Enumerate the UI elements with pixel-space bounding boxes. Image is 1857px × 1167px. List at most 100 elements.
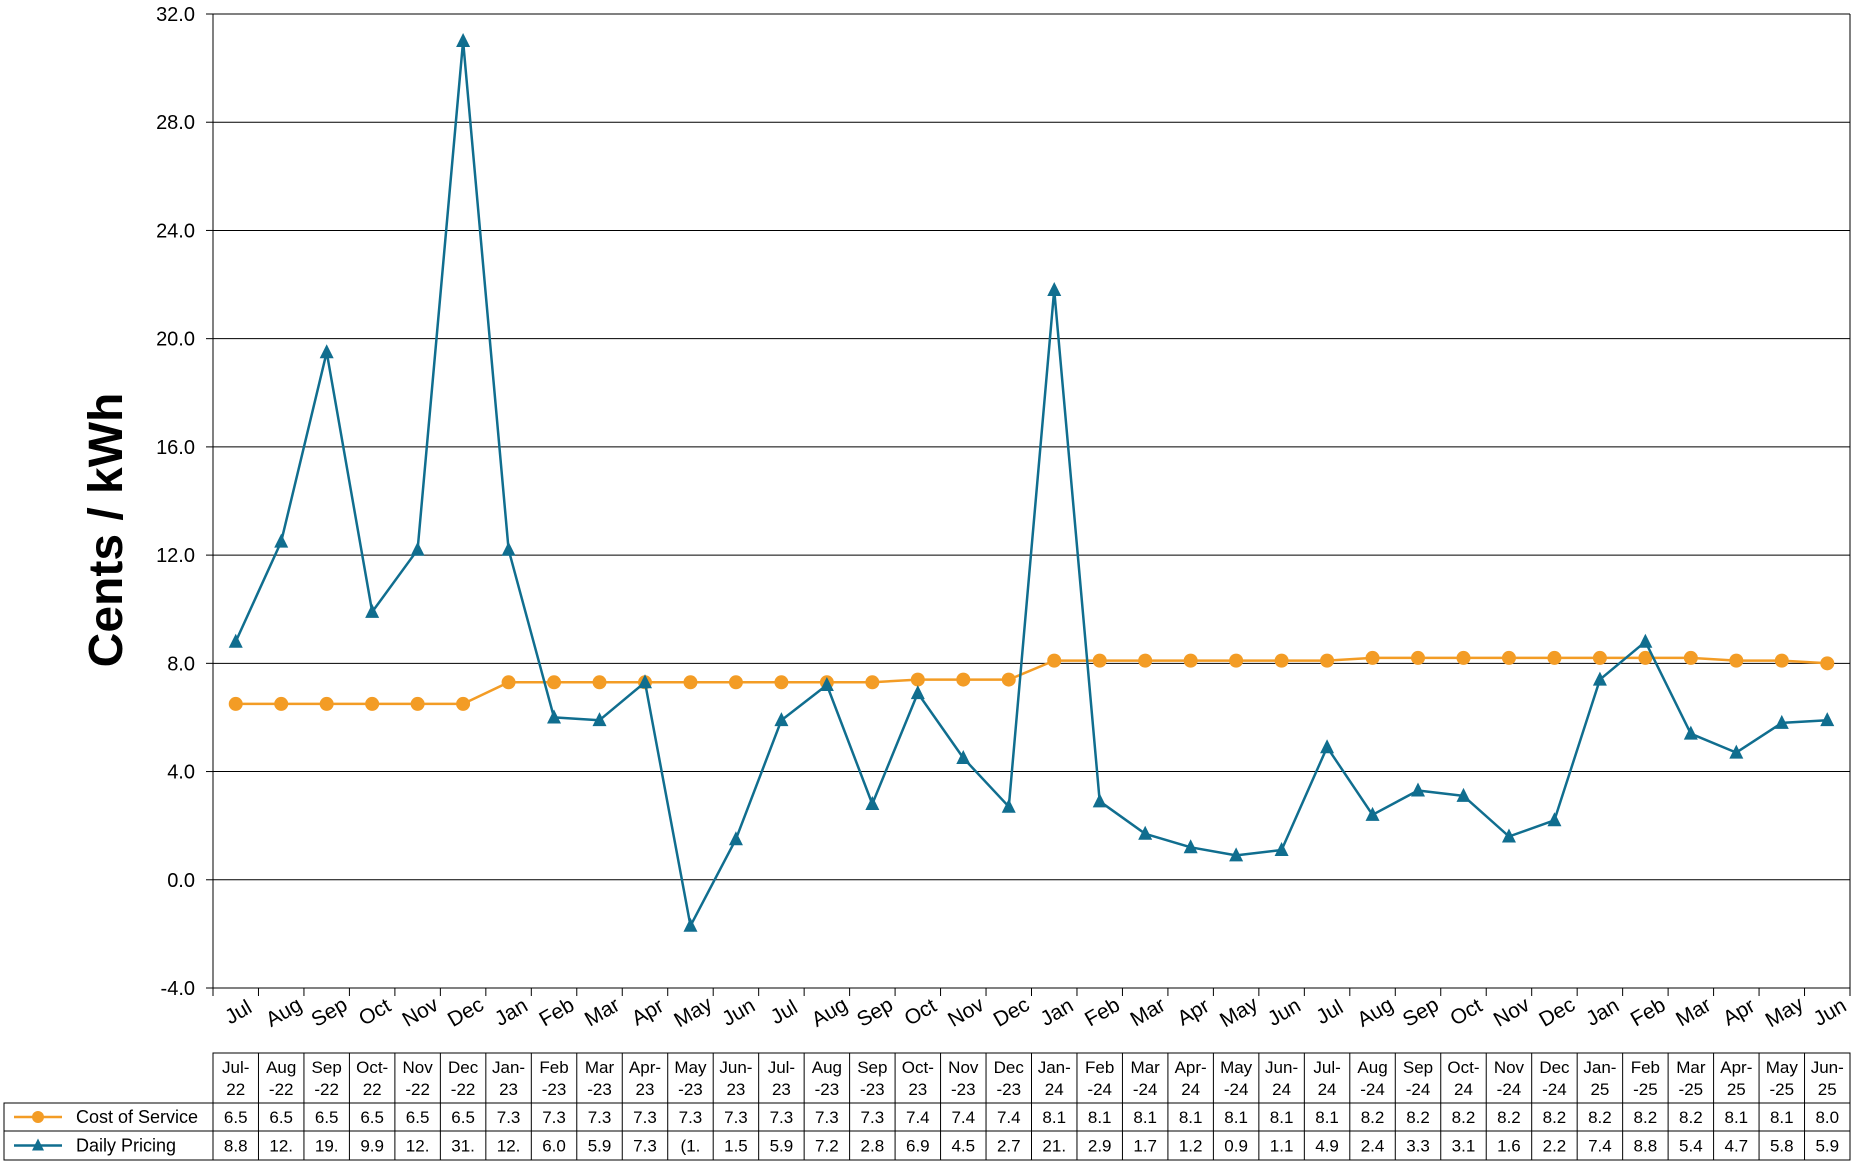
- table-header-line1: Aug: [266, 1058, 296, 1077]
- table-header-line2: -24: [1087, 1080, 1112, 1099]
- table-header-line1: Sep: [312, 1058, 342, 1077]
- table-header-line2: 22: [226, 1080, 245, 1099]
- table-cell: 12.: [406, 1137, 430, 1156]
- table-header-line1: Jun-: [1265, 1058, 1298, 1077]
- table-header-line2: 23: [908, 1080, 927, 1099]
- data-point: [1047, 653, 1062, 668]
- data-point: [1092, 653, 1107, 668]
- data-point: [1138, 653, 1153, 668]
- table-header-line1: Oct-: [1447, 1058, 1479, 1077]
- table-cell: 4.9: [1315, 1137, 1339, 1156]
- x-tick-label: Dec: [990, 993, 1034, 1032]
- data-point: [1547, 650, 1562, 665]
- table-header-line1: May: [1220, 1058, 1253, 1077]
- table-cell: 8.2: [1452, 1108, 1476, 1127]
- data-point: [865, 796, 880, 811]
- table-cell: 5.9: [770, 1137, 794, 1156]
- table-cell: 7.3: [497, 1108, 521, 1127]
- table-header-line1: Dec: [994, 1058, 1025, 1077]
- legend-label: Cost of Service: [76, 1107, 198, 1127]
- table-cell: 8.1: [1042, 1108, 1066, 1127]
- data-point: [1729, 744, 1744, 759]
- table-cell: 1.1: [1270, 1137, 1294, 1156]
- x-tick-label: Jun: [1264, 994, 1305, 1031]
- table-header-line2: -25: [1679, 1080, 1704, 1099]
- table-header-line2: 24: [1045, 1080, 1064, 1099]
- data-point: [637, 674, 652, 689]
- data-point: [1774, 714, 1789, 729]
- x-tick-label: Apr: [1719, 994, 1759, 1030]
- table-cell: 7.4: [951, 1108, 975, 1127]
- table-header-line2: -23: [678, 1080, 703, 1099]
- table-header-line2: 24: [1454, 1080, 1473, 1099]
- data-point: [910, 672, 925, 687]
- data-point: [774, 675, 789, 690]
- x-tick-label: Feb: [1627, 993, 1670, 1031]
- table-header-line2: 23: [636, 1080, 655, 1099]
- data-point: [1001, 672, 1016, 687]
- table-header-line2: 22: [363, 1080, 382, 1099]
- x-tick-label: Sep: [1399, 993, 1443, 1032]
- table-header-line1: Oct-: [902, 1058, 934, 1077]
- table-cell: 7.3: [679, 1108, 703, 1127]
- x-tick-label: Jul: [767, 996, 802, 1029]
- data-point: [547, 709, 562, 724]
- table-cell: 7.3: [724, 1108, 748, 1127]
- x-tick-label: Dec: [444, 993, 488, 1032]
- x-tick-label: Apr: [628, 994, 668, 1030]
- y-tick-label: 4.0: [167, 762, 195, 784]
- table-header-line1: Jun-: [1811, 1058, 1844, 1077]
- table-header-line1: Jan-: [1038, 1058, 1071, 1077]
- x-tick-label: Nov: [944, 993, 988, 1032]
- table-cell: 3.1: [1452, 1137, 1476, 1156]
- data-point: [1456, 787, 1471, 802]
- data-point: [1001, 798, 1016, 813]
- table-cell: 1.5: [724, 1137, 748, 1156]
- data-point: [1365, 806, 1380, 821]
- table-header-line2: -24: [1406, 1080, 1431, 1099]
- table-header-line2: 25: [1818, 1080, 1837, 1099]
- table-header-line2: 25: [1590, 1080, 1609, 1099]
- table-cell: 31.: [451, 1137, 475, 1156]
- table-header-line2: -23: [951, 1080, 976, 1099]
- table-header-line1: Jun-: [719, 1058, 752, 1077]
- table-cell: 6.5: [269, 1108, 293, 1127]
- table-cell: 2.8: [861, 1137, 885, 1156]
- table-cell: 8.2: [1406, 1108, 1430, 1127]
- table-header-line1: Dec: [448, 1058, 479, 1077]
- data-point: [1411, 650, 1426, 665]
- table-cell: 8.1: [1133, 1108, 1157, 1127]
- table-cell: 5.9: [1815, 1137, 1839, 1156]
- data-point: [274, 533, 289, 548]
- data-point: [1638, 650, 1653, 665]
- table-header-line2: -25: [1770, 1080, 1795, 1099]
- table-cell: 5.4: [1679, 1137, 1703, 1156]
- table-header-line1: Mar: [1131, 1058, 1161, 1077]
- data-point: [592, 675, 607, 690]
- series-line: [235, 656, 1828, 706]
- table-header-line2: -23: [542, 1080, 567, 1099]
- data-point: [410, 541, 425, 556]
- table-header-line2: -25: [1633, 1080, 1658, 1099]
- table-cell: 6.5: [406, 1108, 430, 1127]
- data-point: [456, 696, 471, 711]
- gridlines: [213, 13, 1850, 989]
- table-header-line2: -22: [405, 1080, 430, 1099]
- data-point: [1501, 828, 1516, 843]
- table-cell: 8.1: [1724, 1108, 1748, 1127]
- table-header-line2: -22: [451, 1080, 476, 1099]
- data-point: [819, 676, 834, 691]
- y-axis-label: Cents / kWh: [80, 393, 133, 668]
- table-cell: 4.7: [1724, 1137, 1748, 1156]
- y-tick-label: 0.0: [167, 870, 195, 892]
- data-point: [1092, 793, 1107, 808]
- table-cell: 8.2: [1543, 1108, 1567, 1127]
- table-cell: 9.9: [360, 1137, 384, 1156]
- table-cell: 12.: [497, 1137, 521, 1156]
- x-axis: Jul Aug Sep Oct Nov Dec Jan Feb Mar Apr May Jun Jul A…: [212, 988, 1851, 1032]
- data-point: [592, 712, 607, 727]
- data-point: [1411, 782, 1426, 797]
- table-cell: 4.5: [951, 1137, 975, 1156]
- table-header-line2: -22: [269, 1080, 294, 1099]
